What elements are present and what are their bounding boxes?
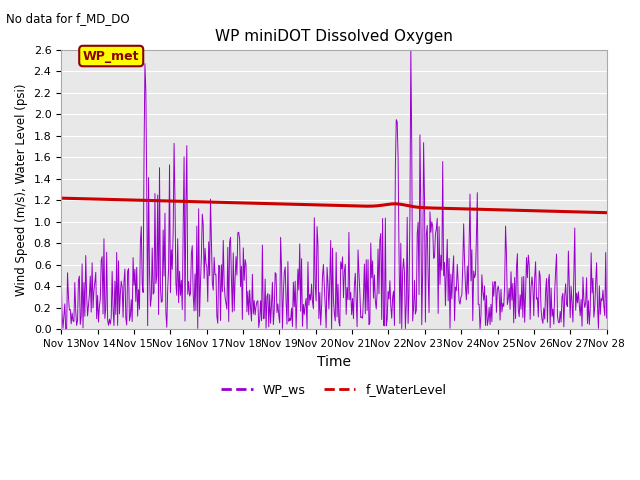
Title: WP miniDOT Dissolved Oxygen: WP miniDOT Dissolved Oxygen (215, 29, 453, 44)
Text: WP_met: WP_met (83, 49, 140, 62)
X-axis label: Time: Time (317, 355, 351, 369)
Legend: WP_ws, f_WaterLevel: WP_ws, f_WaterLevel (216, 378, 451, 401)
Y-axis label: Wind Speed (m/s), Water Level (psi): Wind Speed (m/s), Water Level (psi) (15, 84, 28, 296)
Text: No data for f_MD_DO: No data for f_MD_DO (6, 12, 130, 25)
